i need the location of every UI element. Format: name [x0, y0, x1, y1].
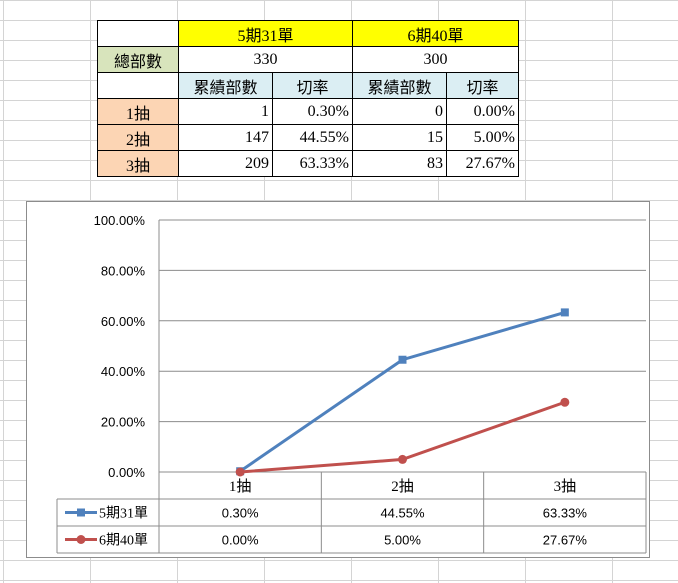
- row-label[interactable]: 3抽: [97, 150, 179, 177]
- table-cell[interactable]: 5.00%: [446, 124, 519, 151]
- data-label: 5.00%: [384, 533, 421, 548]
- table-cell[interactable]: 1: [178, 98, 273, 125]
- y-tick-label: 100.00%: [94, 213, 146, 228]
- table-cell[interactable]: 0.00%: [446, 98, 519, 125]
- table-cell[interactable]: 209: [178, 150, 273, 177]
- table-cell[interactable]: 83: [352, 150, 447, 177]
- table-cell[interactable]: 27.67%: [446, 150, 519, 177]
- data-point: [398, 355, 407, 364]
- corner-cell[interactable]: [97, 20, 179, 47]
- table-cell[interactable]: 63.33%: [272, 150, 353, 177]
- x-tick-label: 2抽: [391, 478, 414, 495]
- data-point: [235, 467, 245, 477]
- legend-entry: 6期40單: [99, 533, 148, 549]
- table-cell[interactable]: 147: [178, 124, 273, 151]
- y-tick-label: 20.00%: [101, 415, 146, 430]
- table-cell[interactable]: 0: [352, 98, 447, 125]
- legend-key-marker: [76, 535, 86, 544]
- table-row: 3抽 209 63.33% 83 27.67%: [97, 150, 519, 177]
- col-label-count-6[interactable]: 累績部數: [352, 72, 447, 99]
- table-row: 1抽 1 0.30% 0 0.00%: [97, 98, 519, 125]
- total-label[interactable]: 總部數: [97, 46, 179, 73]
- data-label: 0.00%: [222, 533, 259, 548]
- data-point: [560, 397, 570, 407]
- data-label: 44.55%: [380, 506, 425, 521]
- table-cell[interactable]: 44.55%: [272, 124, 353, 151]
- y-tick-label: 0.00%: [108, 465, 145, 480]
- legend-entry: 5期31單: [99, 506, 148, 522]
- row-label[interactable]: 1抽: [97, 98, 179, 125]
- x-tick-label: 1抽: [229, 478, 252, 495]
- table-row: 2抽 147 44.55% 15 5.00%: [97, 124, 519, 151]
- y-tick-label: 40.00%: [101, 364, 146, 379]
- total-batch-5[interactable]: 330: [178, 46, 353, 73]
- blank-cell[interactable]: [97, 72, 179, 99]
- col-label-rate-5[interactable]: 切率: [272, 72, 353, 99]
- table-cell[interactable]: 15: [352, 124, 447, 151]
- row-label[interactable]: 2抽: [97, 124, 179, 151]
- y-tick-label: 80.00%: [101, 263, 146, 278]
- total-batch-6[interactable]: 300: [352, 46, 519, 73]
- data-point: [560, 308, 569, 317]
- summary-table: 5期31單 6期40單 總部數 330 300 累績部數 切率 累績部數 切率 …: [97, 20, 519, 177]
- line-chart[interactable]: 0.00% 20.00% 40.00% 60.00% 80.00% 100.00% 1抽 2抽…: [26, 201, 650, 558]
- y-tick-label: 60.00%: [101, 314, 146, 329]
- col-label-rate-6[interactable]: 切率: [446, 72, 519, 99]
- legend-key-marker: [77, 508, 85, 517]
- col-label-count-5[interactable]: 累績部數: [178, 72, 273, 99]
- data-point: [398, 454, 407, 464]
- chart-svg: 0.00% 20.00% 40.00% 60.00% 80.00% 100.00% 1抽 2抽…: [56, 213, 647, 554]
- data-label: 63.33%: [543, 506, 588, 521]
- series-line: [239, 310, 566, 473]
- data-label: 0.30%: [222, 506, 259, 521]
- data-label: 27.67%: [543, 533, 588, 548]
- x-tick-label: 3抽: [554, 478, 577, 495]
- header-batch-6[interactable]: 6期40單: [352, 20, 519, 47]
- header-batch-5[interactable]: 5期31單: [178, 20, 353, 47]
- table-cell[interactable]: 0.30%: [272, 98, 353, 125]
